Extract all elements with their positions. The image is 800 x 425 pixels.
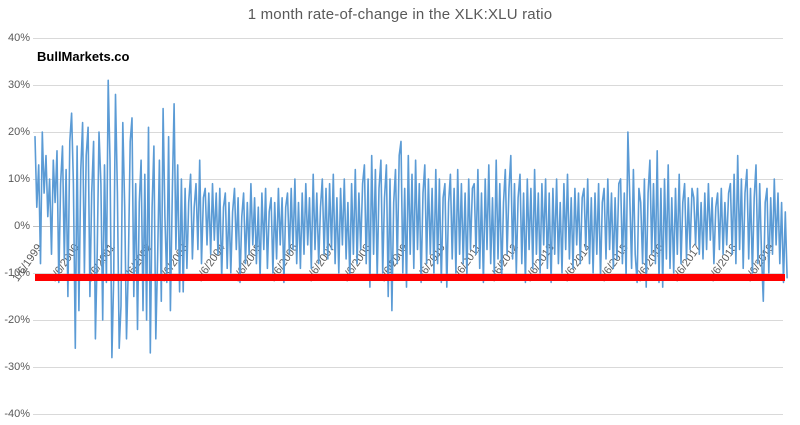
y-axis-label: 10% (7, 173, 30, 185)
gridline (33, 319, 783, 321)
gridline (33, 37, 783, 39)
y-axis-label: 40% (7, 32, 30, 44)
reference-line (35, 274, 785, 281)
y-axis-label: -30% (4, 361, 30, 373)
gridline (33, 178, 783, 180)
x-axis-line (33, 225, 783, 227)
y-axis-label: 0% (14, 220, 30, 232)
watermark: BullMarkets.co (37, 49, 130, 64)
y-axis-label: -40% (4, 408, 30, 420)
x-axis-label: 1/6/2019 (742, 242, 777, 284)
y-axis-label: -10% (4, 267, 30, 279)
gridline (33, 131, 783, 133)
series-line-xlk-xlu-roc (34, 79, 788, 359)
gridline (33, 366, 783, 368)
chart-title: 1 month rate-of-change in the XLK:XLU ra… (247, 6, 553, 23)
y-axis-label: 30% (7, 79, 30, 91)
gridline (33, 413, 783, 415)
gridline (33, 84, 783, 86)
y-axis-label: 20% (7, 126, 30, 138)
y-axis-label: -20% (4, 314, 30, 326)
